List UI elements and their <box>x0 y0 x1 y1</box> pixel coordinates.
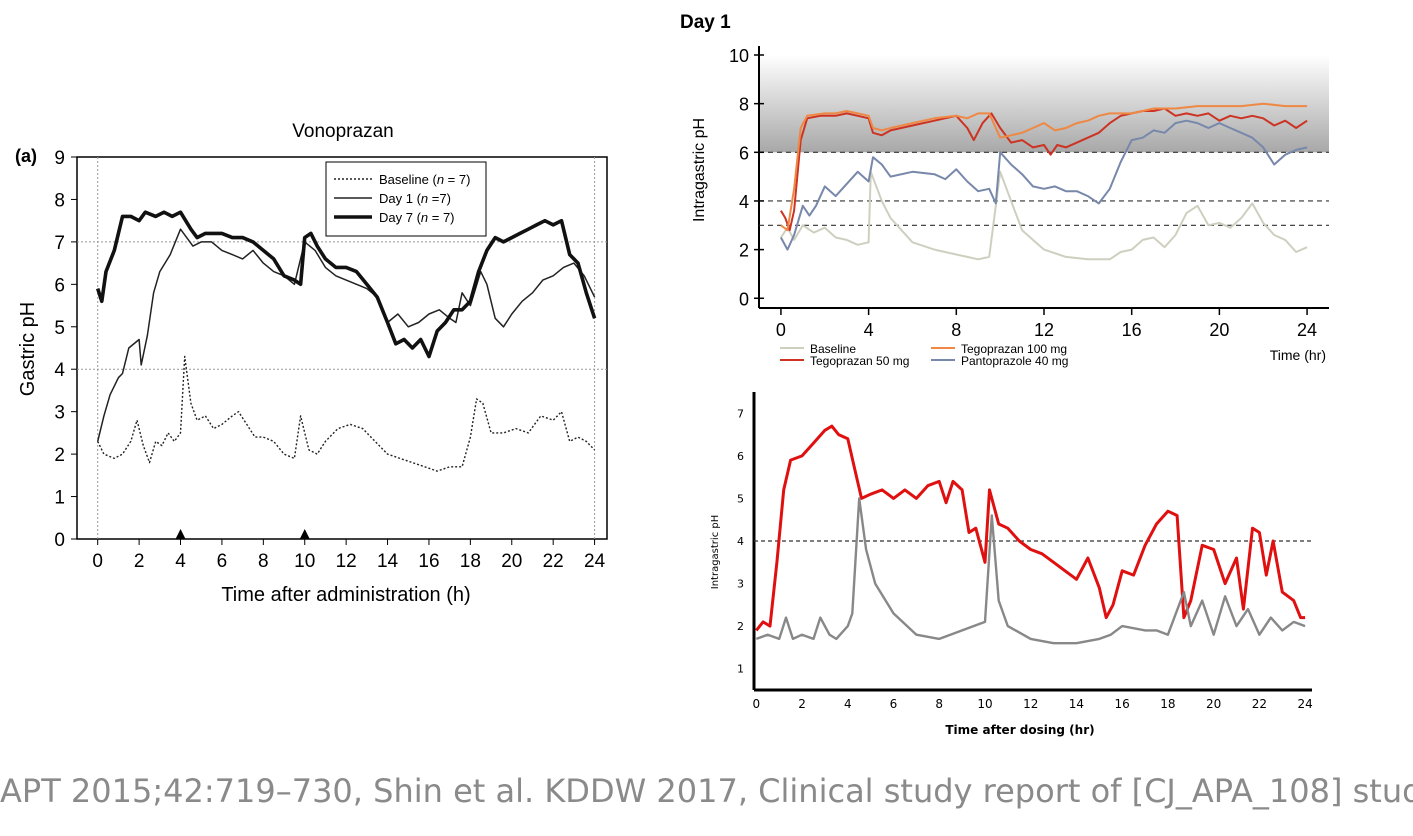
x-tick-label: 16 <box>1115 697 1130 711</box>
x-axis-label: Time after administration (h) <box>221 584 470 606</box>
x-tick-label: 14 <box>377 551 399 572</box>
legend-label: Tegoprazan 50 mg <box>810 354 909 368</box>
x-tick-label: 16 <box>418 551 439 572</box>
x-tick-label: 0 <box>92 551 103 572</box>
x-axis-label: Time after dosing (hr) <box>945 723 1094 737</box>
legend-label: Day 1 (n =7) <box>379 191 451 206</box>
target-ph-band <box>759 55 1329 153</box>
y-tick-label: 5 <box>54 318 65 339</box>
x-tick-label: 18 <box>460 551 481 572</box>
y-tick-label: 2 <box>54 445 65 466</box>
series-line <box>95 210 597 359</box>
x-tick-label: 12 <box>1023 697 1038 711</box>
y-tick-label: 6 <box>739 143 749 163</box>
x-tick-label: 0 <box>752 697 760 711</box>
x-tick-label: 10 <box>977 697 992 711</box>
footer-citation: APT 2015;42:719–730, Shin et al. KDDW 20… <box>0 772 1413 810</box>
x-tick-label: 12 <box>336 551 357 572</box>
x-tick-label: 18 <box>1160 697 1175 711</box>
y-tick-label: 8 <box>739 95 749 115</box>
vonoprazan-chart: 0 2 4 6 8 10 12 14 16 18 20 22 240123456789Baseline … <box>15 121 608 606</box>
x-tick-label: 4 <box>175 551 186 572</box>
dosing-marker <box>299 529 310 539</box>
y-tick-label: 4 <box>737 535 744 548</box>
series-line <box>755 424 1306 632</box>
y-axis-label: Gastric pH <box>17 302 39 396</box>
y-tick-label: 2 <box>737 620 744 633</box>
x-tick-label: 14 <box>1069 697 1084 711</box>
x-tick-label: 2 <box>798 697 806 711</box>
x-tick-label: 10 <box>294 551 315 572</box>
x-tick-label: 22 <box>1252 697 1267 711</box>
x-tick-label: 24 <box>1297 320 1317 340</box>
x-tick-label: 0 <box>776 320 786 340</box>
y-tick-label: 9 <box>54 148 65 169</box>
x-tick-label: 4 <box>864 320 874 340</box>
x-tick-label: 24 <box>1297 697 1312 711</box>
x-tick-label: 24 <box>584 551 606 572</box>
x-tick-label: 20 <box>501 551 522 572</box>
panel-label: (a) <box>15 146 37 166</box>
x-tick-label: 4 <box>844 697 852 711</box>
chart-title: Vonoprazan <box>292 121 393 142</box>
x-tick-label: 20 <box>1209 320 1229 340</box>
y-tick-label: 7 <box>737 407 744 420</box>
y-tick-label: 7 <box>54 233 65 254</box>
series-line <box>97 355 596 472</box>
series-line <box>96 228 596 442</box>
y-tick-label: 6 <box>54 275 65 296</box>
legend-label: Tegoprazan 100 mg <box>961 342 1067 356</box>
legend-label: Day 7 (n = 7) <box>379 210 455 225</box>
x-tick-label: 6 <box>890 697 898 711</box>
series-line <box>780 107 1308 232</box>
y-tick-label: 2 <box>739 241 749 261</box>
y-tick-label: 4 <box>739 192 749 212</box>
legend-box <box>325 161 487 237</box>
x-tick-label: 8 <box>935 697 943 711</box>
legend-label: Baseline (n = 7) <box>379 172 470 187</box>
x-tick-label: 2 <box>134 551 145 572</box>
y-tick-label: 1 <box>737 663 744 676</box>
x-tick-label: 8 <box>951 320 961 340</box>
y-tick-label: 3 <box>737 578 744 591</box>
legend-label: Pantoprazole 40 mg <box>961 354 1068 368</box>
x-tick-label: 6 <box>217 551 228 572</box>
x-tick-label: 16 <box>1122 320 1142 340</box>
y-axis-label: Intragastric pH <box>710 515 721 590</box>
panel-label: Day 1 <box>680 12 731 33</box>
y-tick-label: 10 <box>729 46 749 66</box>
x-tick-label: 8 <box>258 551 269 572</box>
x-tick-label: 12 <box>1034 320 1054 340</box>
y-tick-label: 0 <box>739 289 749 309</box>
y-tick-label: 1 <box>54 488 65 509</box>
y-tick-label: 4 <box>54 360 65 381</box>
series-line <box>780 102 1308 232</box>
series-line <box>755 497 1306 645</box>
y-tick-label: 8 <box>54 190 65 211</box>
x-tick-label: 20 <box>1206 697 1221 711</box>
plot-frame <box>76 156 608 540</box>
legend-label: Baseline <box>810 342 856 356</box>
y-tick-label: 3 <box>54 403 65 424</box>
y-tick-label: 0 <box>54 530 65 551</box>
y-tick-label: 5 <box>737 492 744 505</box>
x-tick-label: 22 <box>543 551 564 572</box>
series-line <box>780 119 1308 251</box>
series-line <box>780 170 1308 261</box>
y-tick-label: 6 <box>737 450 744 463</box>
y-axis-label: Intragastric pH <box>691 118 708 222</box>
x-axis-label: Time (hr) <box>1270 347 1326 363</box>
dosing-marker <box>175 529 186 539</box>
